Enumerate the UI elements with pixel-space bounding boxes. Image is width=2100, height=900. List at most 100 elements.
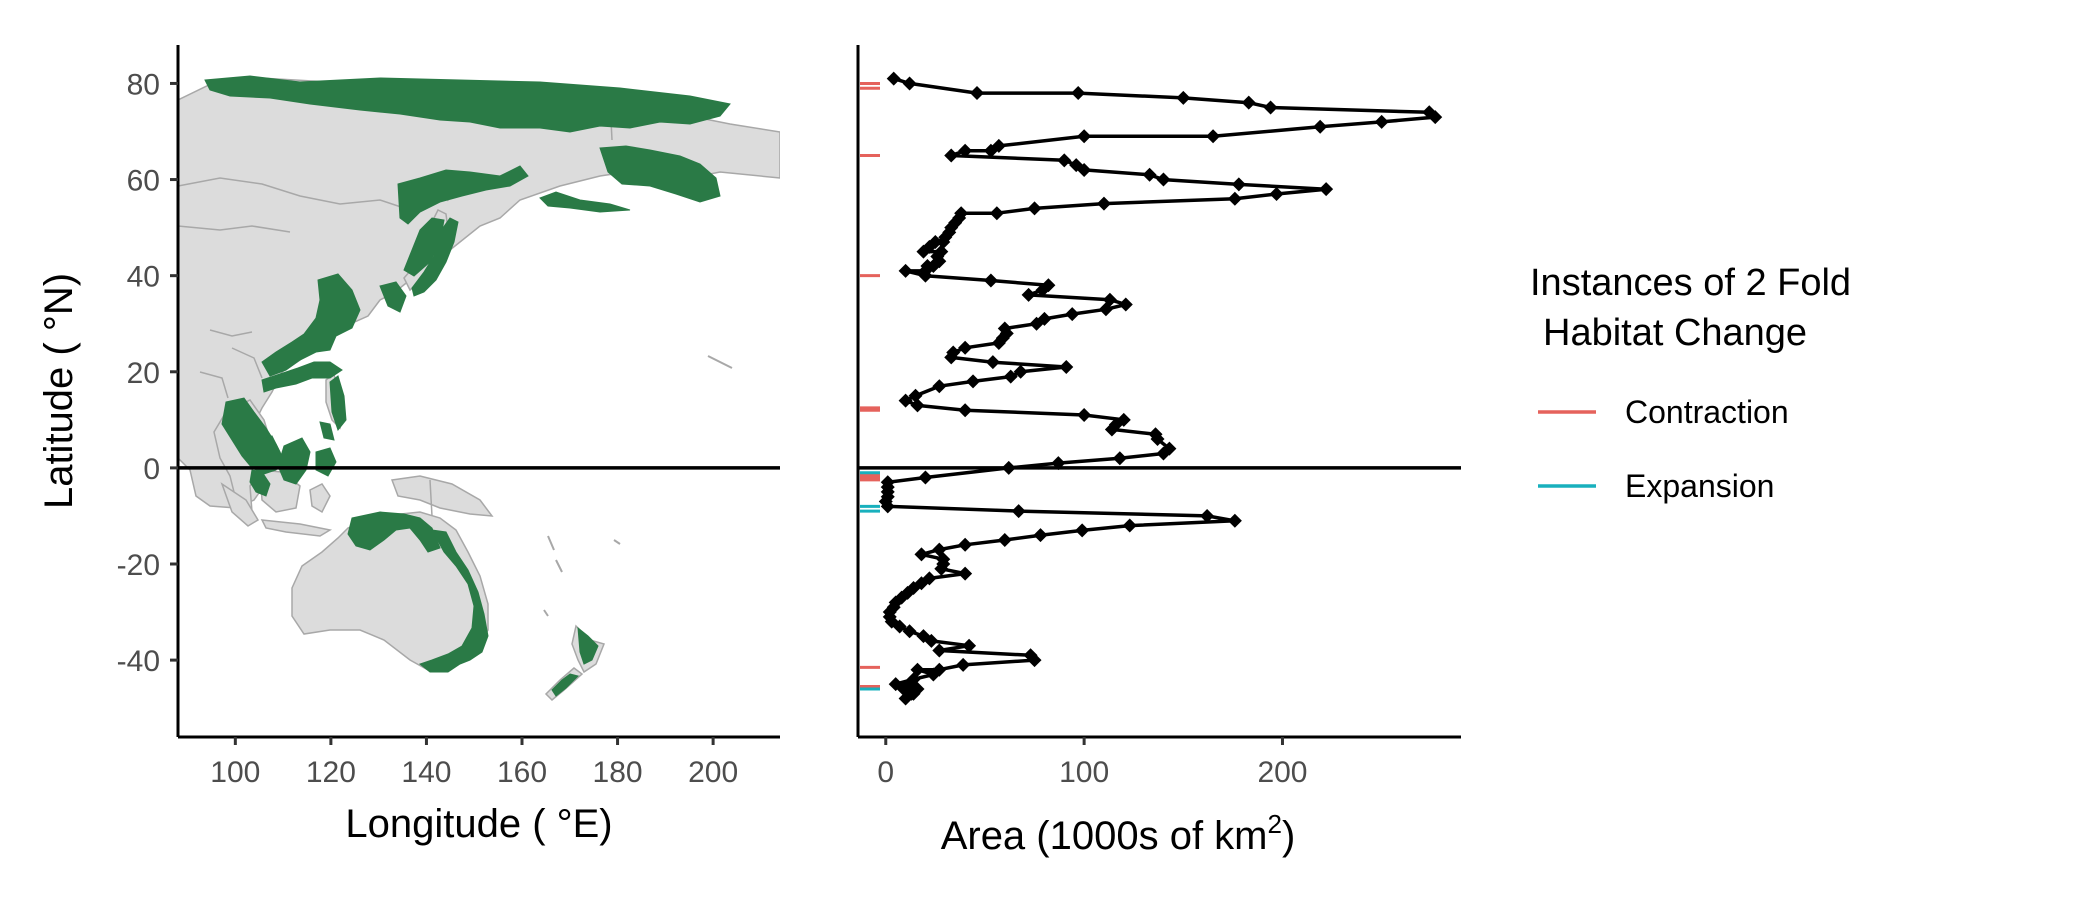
habitat-philippines bbox=[319, 375, 347, 441]
area-point-marker bbox=[1013, 364, 1028, 379]
area-point-marker bbox=[918, 268, 933, 283]
area-point-marker bbox=[1104, 422, 1119, 437]
area-point-marker bbox=[944, 148, 959, 163]
new-guinea-land bbox=[390, 475, 494, 517]
area-point-marker bbox=[1077, 162, 1092, 177]
area-point-marker bbox=[991, 335, 1006, 350]
area-point-marker bbox=[1011, 504, 1026, 519]
area-point-marker bbox=[934, 561, 949, 576]
area-point-marker bbox=[908, 388, 923, 403]
area-point-marker bbox=[1071, 86, 1086, 101]
area-point-marker bbox=[932, 379, 947, 394]
habitat-coast-east bbox=[397, 165, 529, 225]
map-y-ticks: 80 60 40 20 0 -20 -40 bbox=[117, 68, 178, 678]
area-point-marker bbox=[898, 393, 913, 408]
area-point-marker bbox=[1206, 129, 1221, 144]
habitat-sumatra bbox=[257, 435, 281, 467]
area-point-marker bbox=[902, 76, 917, 91]
area-point-marker bbox=[983, 143, 998, 158]
legend-expansion-label: Expansion bbox=[1625, 468, 1774, 504]
area-point-marker bbox=[1051, 456, 1066, 471]
area-point-marker bbox=[1033, 528, 1048, 543]
habitat-new-zealand bbox=[551, 626, 599, 697]
map-x-tick-label: 120 bbox=[306, 756, 356, 789]
habitat-china-east bbox=[261, 273, 361, 377]
area-point-marker bbox=[1374, 114, 1389, 129]
area-point-marker bbox=[1428, 110, 1443, 125]
area-point-marker bbox=[1156, 172, 1171, 187]
habitat-extent bbox=[204, 75, 731, 697]
area-panel: 0 100 200 Area (1000s of km2) bbox=[856, 45, 1461, 858]
area-x-axis-title: Area (1000s of km2) bbox=[941, 809, 1296, 858]
area-point-marker bbox=[983, 273, 998, 288]
area-point-marker bbox=[926, 667, 941, 682]
area-point-marker bbox=[958, 537, 973, 552]
area-point-marker bbox=[1098, 302, 1113, 317]
area-point-marker bbox=[985, 355, 1000, 370]
area-point-marker bbox=[1021, 287, 1036, 302]
map-x-tick-label: 100 bbox=[210, 756, 260, 789]
area-x-ticks: 0 100 200 bbox=[877, 737, 1308, 789]
habitat-kamchatka bbox=[599, 145, 721, 203]
area-point-marker bbox=[997, 532, 1012, 547]
area-point-marker bbox=[1001, 460, 1016, 475]
habitat-japan bbox=[411, 217, 459, 297]
area-point-marker bbox=[1065, 307, 1080, 322]
map-y-tick-label: -40 bbox=[117, 645, 160, 678]
area-point-marker bbox=[932, 643, 947, 658]
map-x-tick-label: 200 bbox=[688, 756, 738, 789]
area-point-marker bbox=[1313, 119, 1328, 134]
area-point-marker bbox=[1118, 297, 1133, 312]
habitat-australia-north bbox=[347, 511, 441, 553]
area-point-marker bbox=[1122, 518, 1137, 533]
area-point-marker bbox=[886, 71, 901, 86]
area-point-marker bbox=[1027, 201, 1042, 216]
area-point-marker bbox=[962, 638, 977, 653]
habitat-coast-north bbox=[539, 191, 631, 213]
area-point-marker bbox=[916, 244, 931, 259]
area-point-marker bbox=[914, 547, 929, 562]
area-point-marker bbox=[966, 374, 981, 389]
area-point-marker bbox=[958, 566, 973, 581]
map-x-axis-title: Longitude ( °E) bbox=[345, 802, 612, 846]
area-point-marker bbox=[898, 263, 913, 278]
habitat-korea bbox=[379, 281, 407, 313]
map-y-tick-label: 60 bbox=[127, 165, 160, 198]
area-point-marker bbox=[910, 398, 925, 413]
area-point-marker bbox=[1035, 283, 1050, 298]
area-point-marker bbox=[1003, 369, 1018, 384]
area-point-marker bbox=[1227, 513, 1242, 528]
area-point-marker bbox=[1200, 508, 1215, 523]
area-point-marker bbox=[1077, 408, 1092, 423]
area-point-marker bbox=[1057, 153, 1072, 168]
map-y-tick-label: -20 bbox=[117, 549, 160, 582]
map-y-tick-label: 80 bbox=[127, 68, 160, 101]
area-x-tick-label: 200 bbox=[1257, 756, 1307, 789]
area-point-marker bbox=[1227, 191, 1242, 206]
area-point-marker bbox=[918, 470, 933, 485]
country-borders bbox=[178, 99, 613, 517]
area-point-marker bbox=[936, 235, 951, 250]
area-point-marker bbox=[1241, 95, 1256, 110]
area-point-marker bbox=[1075, 523, 1090, 538]
indonesia-land bbox=[220, 469, 333, 537]
habitat-borneo bbox=[277, 437, 311, 485]
area-point-marker bbox=[902, 624, 917, 639]
legend: Instances of 2 Fold Habitat Change Contr… bbox=[1530, 262, 1851, 504]
legend-title-line1: Instances of 2 Fold bbox=[1530, 262, 1851, 304]
area-point-marker bbox=[880, 499, 895, 514]
area-point-marker bbox=[1269, 186, 1284, 201]
area-point-marker bbox=[1027, 653, 1042, 668]
area-x-title-suffix: ) bbox=[1282, 814, 1295, 858]
area-point-marker bbox=[958, 403, 973, 418]
habitat-siberia bbox=[204, 75, 731, 133]
habitat-sulawesi bbox=[315, 447, 337, 477]
area-point-marker bbox=[924, 633, 939, 648]
area-x-title-main: Area (1000s of km bbox=[941, 814, 1268, 858]
area-point-marker bbox=[1150, 432, 1165, 447]
area-point-marker bbox=[902, 677, 917, 692]
area-point-marker bbox=[892, 619, 907, 634]
map-x-ticks: 100 120 140 160 180 200 bbox=[210, 737, 738, 789]
